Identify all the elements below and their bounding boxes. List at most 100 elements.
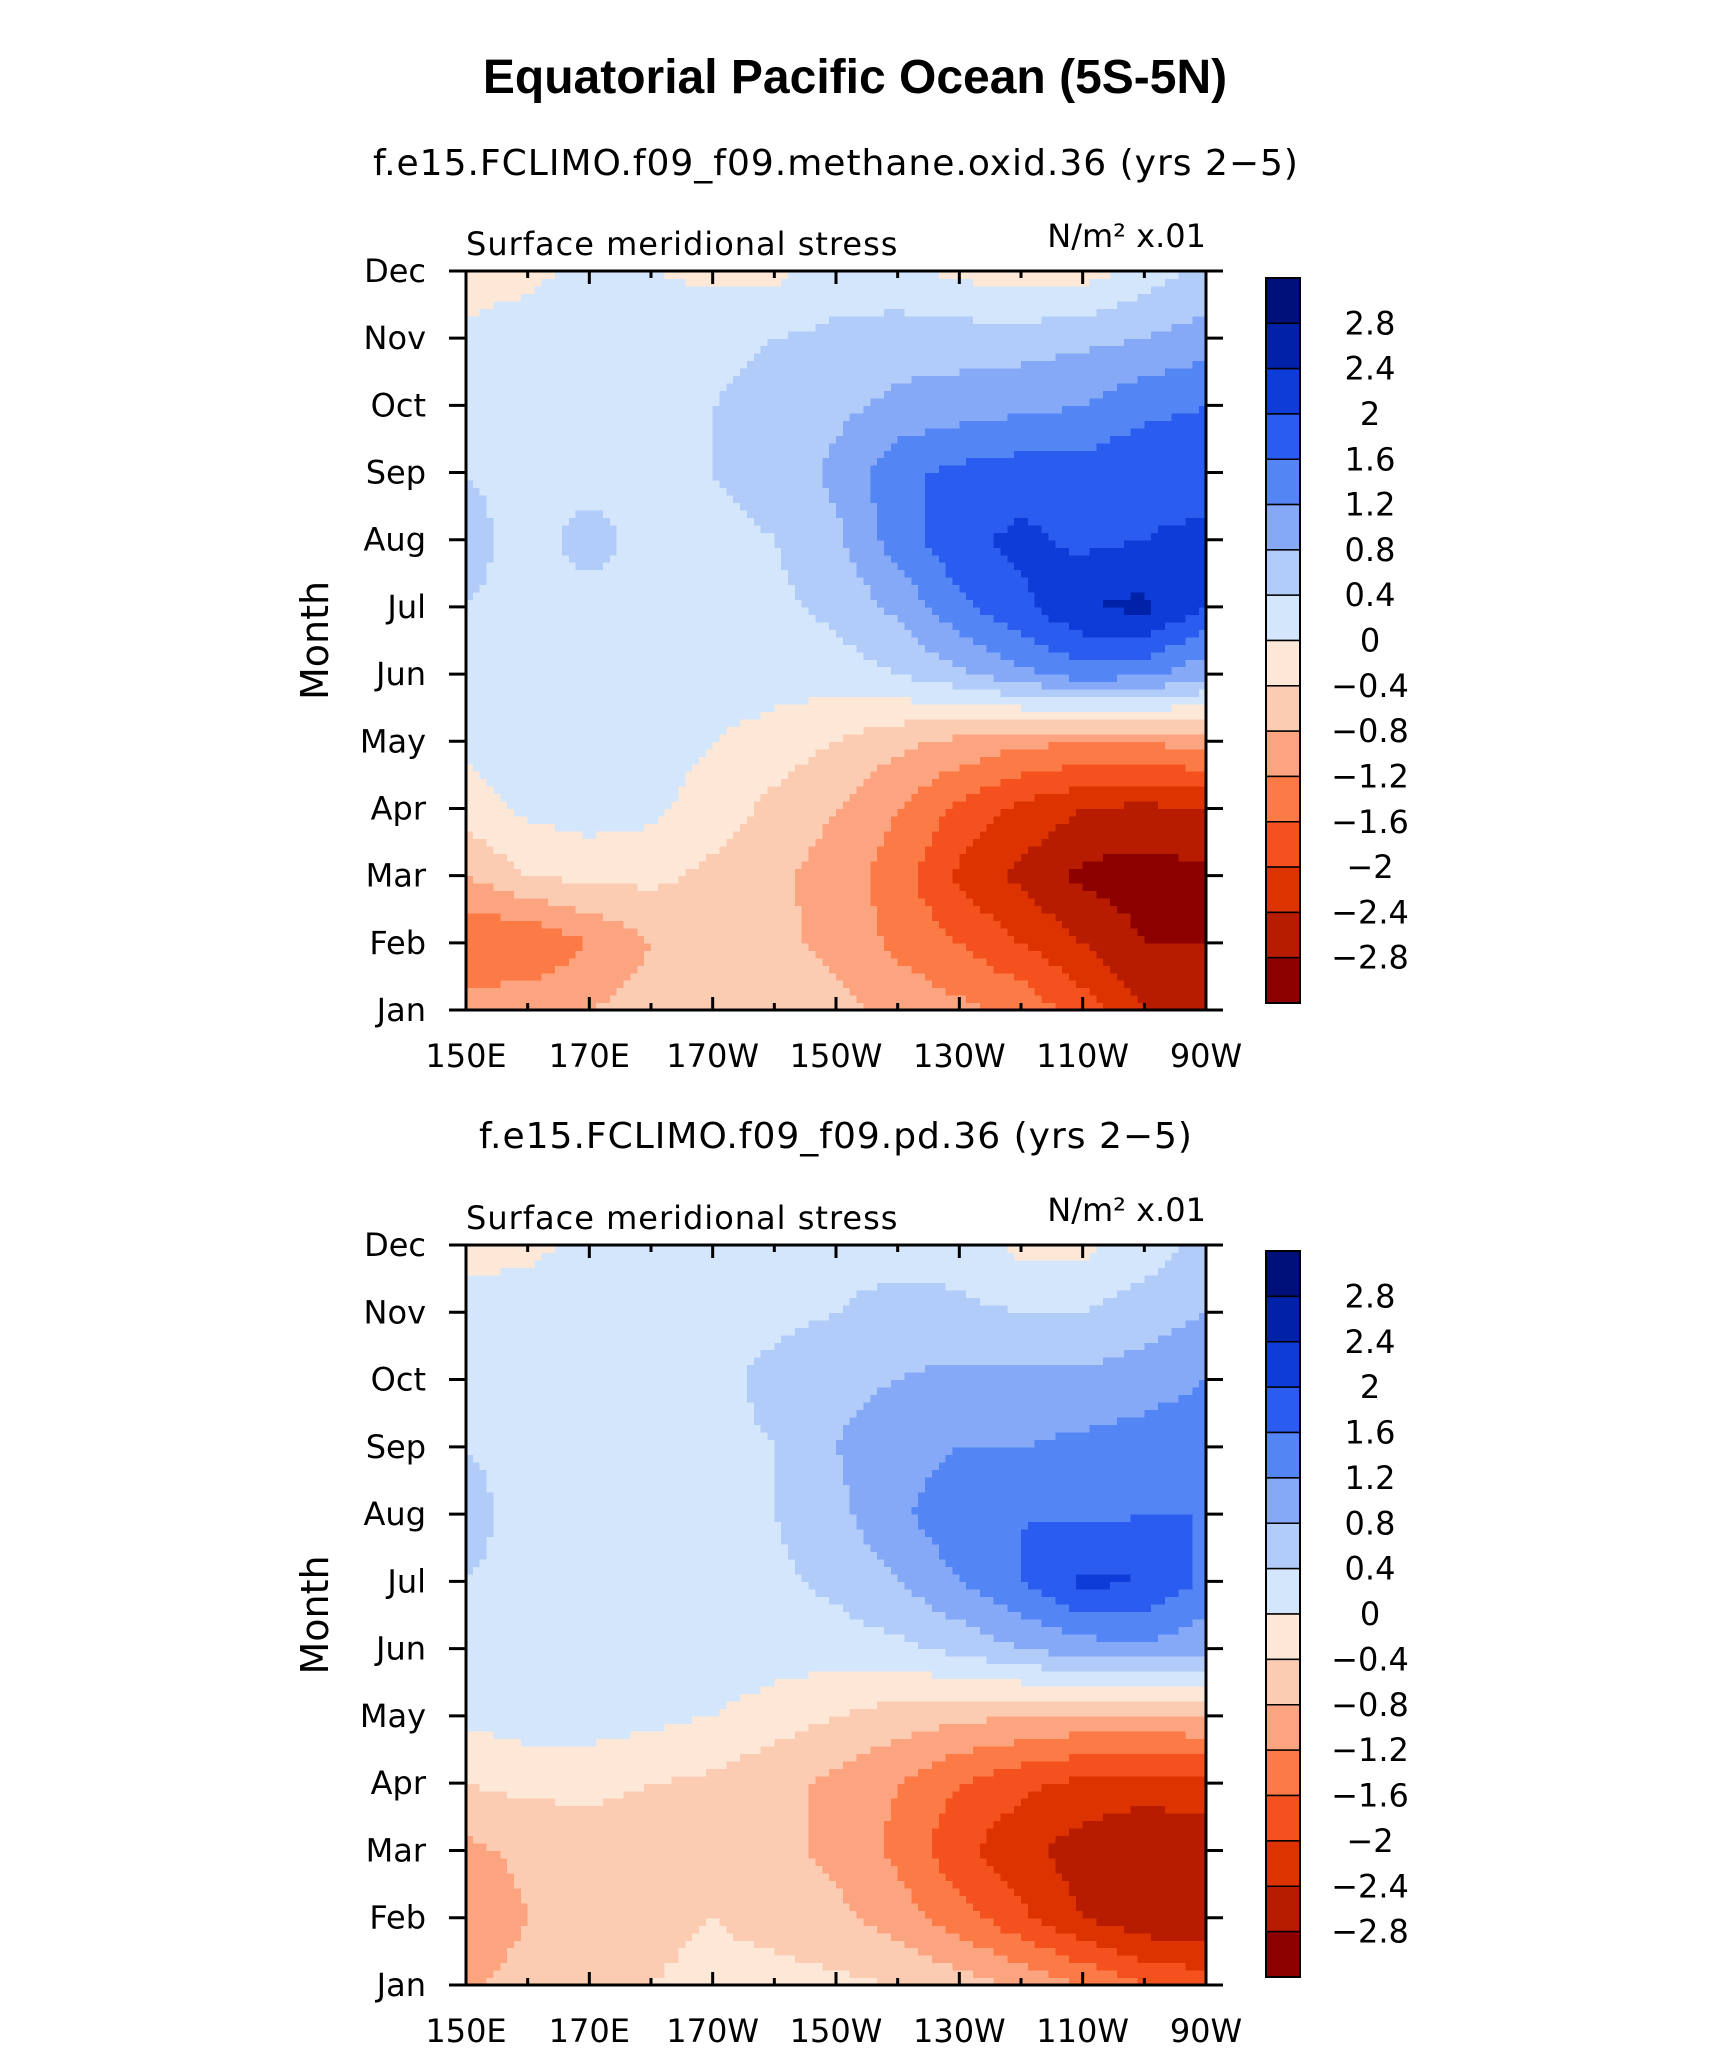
heatmap-cell (472, 808, 481, 817)
heatmap-cell (1144, 875, 1152, 884)
heatmap-cell (863, 763, 871, 772)
heatmap-cell (788, 726, 796, 735)
heatmap-cell (870, 898, 878, 907)
heatmap-cell (657, 912, 666, 922)
heatmap-cell (472, 756, 481, 765)
heatmap-cell (541, 651, 549, 660)
heatmap-cell (1123, 726, 1132, 735)
heatmap-cell (582, 823, 590, 832)
heatmap-cell (877, 778, 885, 787)
heatmap-cell (781, 942, 789, 951)
heatmap-cell (630, 674, 638, 683)
heatmap-cell (1007, 703, 1015, 713)
heatmap-cell (541, 808, 549, 817)
heatmap-cell (1082, 838, 1091, 847)
heatmap-cell (938, 823, 947, 832)
heatmap-cell (931, 845, 940, 854)
heatmap-cell (651, 696, 659, 705)
heatmap-cell (513, 927, 522, 936)
heatmap-cell (561, 636, 570, 645)
heatmap-cell (1048, 718, 1056, 727)
heatmap-cell (849, 920, 858, 929)
heatmap-cell (822, 674, 830, 683)
heatmap-cell (1068, 890, 1077, 899)
heatmap-cell (1000, 778, 1008, 787)
heatmap-cell (767, 995, 775, 1004)
heatmap-cell (534, 1002, 542, 1011)
heatmap-cell (740, 741, 748, 750)
heatmap-cell (883, 942, 892, 951)
heatmap-cell (616, 778, 625, 787)
heatmap-cell (938, 927, 947, 936)
heatmap-cell (1164, 703, 1173, 713)
heatmap-cell (815, 771, 823, 780)
heatmap-cell (1000, 815, 1008, 824)
heatmap-cell (1048, 965, 1056, 974)
heatmap-cell (657, 920, 666, 929)
heatmap-cell (1110, 756, 1118, 765)
heatmap-cell (822, 912, 830, 922)
heatmap-cell (966, 696, 974, 705)
heatmap-cell (753, 703, 762, 713)
heatmap-cell (534, 733, 542, 742)
heatmap-cell (870, 718, 878, 727)
heatmap-cell (719, 771, 727, 780)
heatmap-cell (1041, 898, 1050, 907)
heatmap-cell (986, 987, 995, 996)
heatmap-cell (1034, 786, 1043, 795)
heatmap-cell (815, 883, 823, 892)
heatmap-cell (1014, 853, 1022, 862)
heatmap-cell (1075, 689, 1084, 698)
heatmap-cell (1178, 808, 1187, 817)
heatmap-cell (877, 748, 885, 757)
heatmap-cell (1116, 733, 1125, 742)
heatmap-cell (678, 771, 686, 780)
heatmap-cell (801, 942, 810, 951)
heatmap-cell (733, 830, 741, 839)
heatmap-cell (548, 666, 556, 675)
heatmap-cell (1116, 868, 1125, 877)
heatmap-cell (829, 778, 837, 787)
heatmap-cell (623, 786, 632, 795)
heatmap-cell (781, 793, 789, 802)
heatmap-cell (781, 711, 789, 720)
heatmap-cell (493, 942, 501, 951)
heatmap-cell (486, 942, 495, 951)
heatmap-cell (1062, 815, 1070, 824)
heatmap-cell (678, 793, 686, 802)
heatmap-cell (767, 703, 775, 713)
heatmap-cell (479, 726, 488, 735)
heatmap-cell (555, 980, 563, 989)
heatmap-cell (555, 920, 563, 929)
heatmap-cell (609, 756, 618, 765)
heatmap-cell (1103, 689, 1111, 698)
heatmap-cell (1171, 920, 1180, 929)
heatmap-cell (931, 778, 940, 787)
heatmap-cell (973, 703, 981, 713)
heatmap-cell (1137, 1002, 1145, 1011)
heatmap-cell (1000, 838, 1008, 847)
heatmap-cell (1055, 950, 1063, 959)
heatmap-cell (1055, 853, 1063, 862)
heatmap-cell (815, 763, 823, 772)
heatmap-cell (616, 830, 625, 839)
heatmap-cell (1158, 980, 1166, 989)
heatmap-cell (794, 868, 803, 877)
heatmap-cell (575, 950, 584, 959)
heatmap-cell (657, 689, 666, 698)
heatmap-cell (911, 696, 919, 705)
heatmap-cell (705, 1002, 714, 1011)
heatmap-cell (1130, 942, 1139, 951)
heatmap-cell (671, 875, 680, 884)
heatmap-cell (657, 786, 666, 795)
heatmap-cell (973, 711, 981, 720)
heatmap-cell (740, 972, 748, 981)
heatmap-cell (507, 1002, 515, 1011)
heatmap-cell (1055, 838, 1063, 847)
heatmap-cell (1110, 741, 1118, 750)
heatmap-cell (698, 815, 707, 824)
heatmap-cell (726, 995, 734, 1004)
heatmap-cell (575, 666, 584, 675)
heatmap-cell (548, 659, 556, 668)
heatmap-cell (582, 890, 590, 899)
